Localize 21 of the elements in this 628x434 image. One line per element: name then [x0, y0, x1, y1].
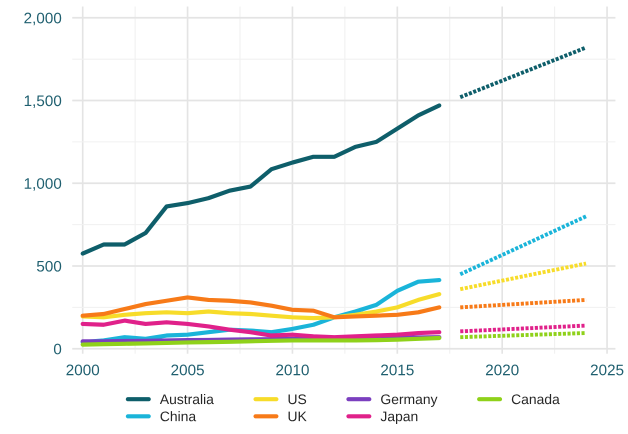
- line-series: [80, 318, 442, 340]
- y-tick-label: 2,000: [24, 12, 62, 26]
- legend-label: Germany: [381, 394, 438, 407]
- y-tick-label: 0: [54, 344, 62, 354]
- line-series: [80, 103, 442, 256]
- y-tick-label: 500: [36, 260, 62, 272]
- x-tick-label: 2020: [486, 364, 519, 376]
- legend-label: China: [160, 411, 196, 422]
- legend-label: Australia: [160, 394, 214, 404]
- x-tick-label: 2000: [66, 364, 100, 376]
- y-tick-label: 1,500: [24, 95, 62, 108]
- x-tick-label: 2010: [276, 364, 309, 376]
- x-tick-label: 2005: [171, 364, 204, 376]
- x-tick-label: 2015: [381, 364, 414, 376]
- legend-label: US: [288, 394, 306, 404]
- legend-label: UK: [288, 412, 307, 422]
- x-tick-label: 2025: [590, 364, 624, 376]
- line-series: [80, 336, 442, 347]
- legend-label: Japan: [380, 412, 418, 424]
- y-tick-label: 1,000: [24, 178, 62, 191]
- legend-label: Canada: [512, 394, 560, 404]
